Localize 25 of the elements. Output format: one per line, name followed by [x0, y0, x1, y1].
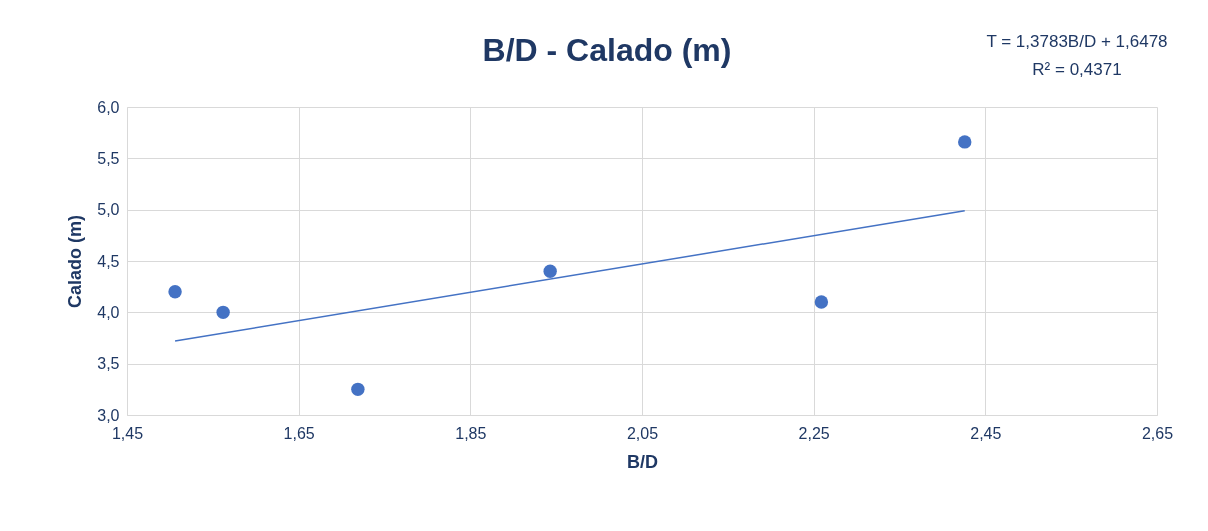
- x-tick-label: 2,45: [970, 424, 1002, 442]
- point: [814, 295, 829, 309]
- text: T = 1,3783B/D + 1,6478: [986, 32, 1168, 51]
- x-tick-label: 2,05: [626, 424, 659, 442]
- y-tick-label: 6,0: [97, 98, 120, 116]
- x-tick-label: 1,85: [455, 424, 487, 442]
- point: [168, 285, 182, 299]
- y-axis-title: Calado (m): [65, 214, 86, 309]
- chart-title: B/D - Calado (m): [482, 32, 732, 68]
- y-tick-label: 4,5: [97, 252, 120, 270]
- point: [958, 135, 972, 149]
- y-tick-label: 5,0: [97, 201, 120, 219]
- y-tick-label: 5,5: [97, 149, 120, 167]
- point: [351, 382, 365, 397]
- x-tick-label: 1,65: [283, 424, 315, 442]
- y-tick-label: 4,0: [97, 303, 120, 321]
- x-tick-label: 1,45: [111, 424, 144, 442]
- y-tick-label: 3,0: [97, 406, 120, 424]
- x-axis-title: B/D: [627, 451, 658, 472]
- text: R² = 0,4371: [1032, 60, 1122, 79]
- point: [543, 264, 557, 278]
- x-tick-label: 2,25: [798, 424, 830, 442]
- point: [216, 305, 230, 320]
- y-tick-label: 3,5: [97, 355, 120, 373]
- x-tick-label: 2,65: [1141, 424, 1174, 442]
